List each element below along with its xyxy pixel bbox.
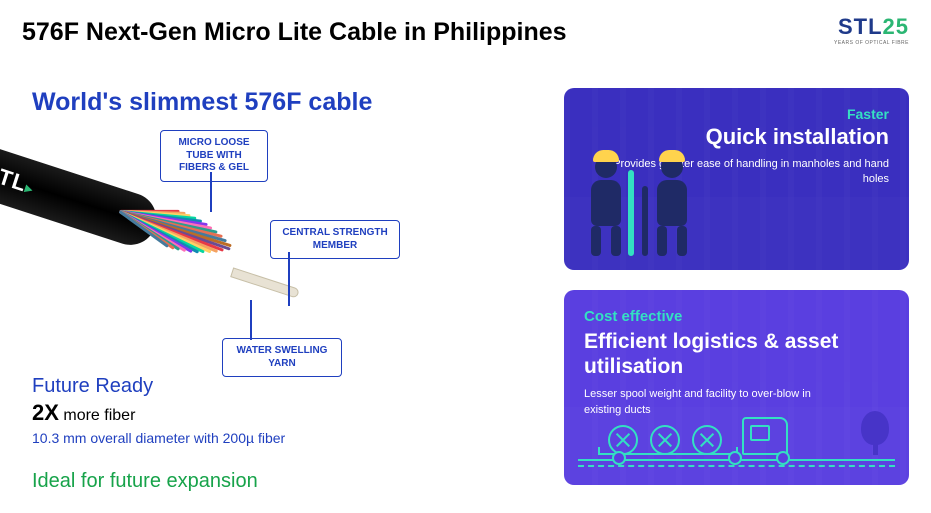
future-heading: Future Ready bbox=[32, 375, 285, 398]
tree-icon bbox=[861, 411, 889, 455]
callout-line bbox=[288, 252, 290, 306]
worker-icon bbox=[588, 156, 624, 256]
worker-icon bbox=[654, 156, 690, 256]
page-title: 576F Next-Gen Micro Lite Cable in Philip… bbox=[22, 18, 567, 47]
section-subtitle: World's slimmest 576F cable bbox=[32, 88, 372, 117]
callout-micro-loose-tube: MICRO LOOSE TUBE WITH FIBERS & GEL bbox=[160, 130, 268, 182]
cable-spool-icon bbox=[608, 425, 638, 455]
wrench-icon bbox=[642, 186, 648, 256]
workers-illustration bbox=[580, 136, 720, 256]
cable-brand-label: STL▸ bbox=[0, 159, 38, 200]
cable-jacket: STL▸ bbox=[0, 140, 163, 251]
brand-name: STL bbox=[838, 14, 883, 39]
callout-central-strength-member: CENTRAL STRENGTH MEMBER bbox=[270, 220, 400, 259]
ideal-text: Ideal for future expansion bbox=[32, 470, 258, 493]
card-faster: Faster Quick installation Provides great… bbox=[564, 88, 909, 270]
truck-illustration bbox=[578, 411, 895, 471]
cable-spool-icon bbox=[650, 425, 680, 455]
brand-logo: STL25 YEARS OF OPTICAL FIBRE bbox=[834, 14, 909, 46]
truck-cab bbox=[742, 417, 788, 455]
future-stat-big: 2X bbox=[32, 400, 59, 425]
screwdriver-icon bbox=[628, 170, 634, 256]
future-ready-block: Future Ready 2X more fiber 10.3 mm overa… bbox=[32, 375, 285, 446]
future-spec: 10.3 mm overall diameter with 200µ fiber bbox=[32, 430, 285, 446]
callout-line bbox=[250, 300, 252, 340]
cable-spool-icon bbox=[692, 425, 722, 455]
card-cost-effective: Cost effective Efficient logistics & ass… bbox=[564, 290, 909, 485]
future-stat-rest: more fiber bbox=[59, 407, 135, 424]
future-stat: 2X more fiber bbox=[32, 400, 285, 426]
brand-badge: 25 bbox=[883, 14, 909, 39]
wheel-icon bbox=[728, 451, 742, 465]
brand-tagline: YEARS OF OPTICAL FIBRE bbox=[834, 40, 909, 46]
callout-line bbox=[210, 172, 212, 212]
callout-water-swelling-yarn: WATER SWELLING YARN bbox=[222, 338, 342, 377]
wheel-icon bbox=[776, 451, 790, 465]
wheel-icon bbox=[612, 451, 626, 465]
